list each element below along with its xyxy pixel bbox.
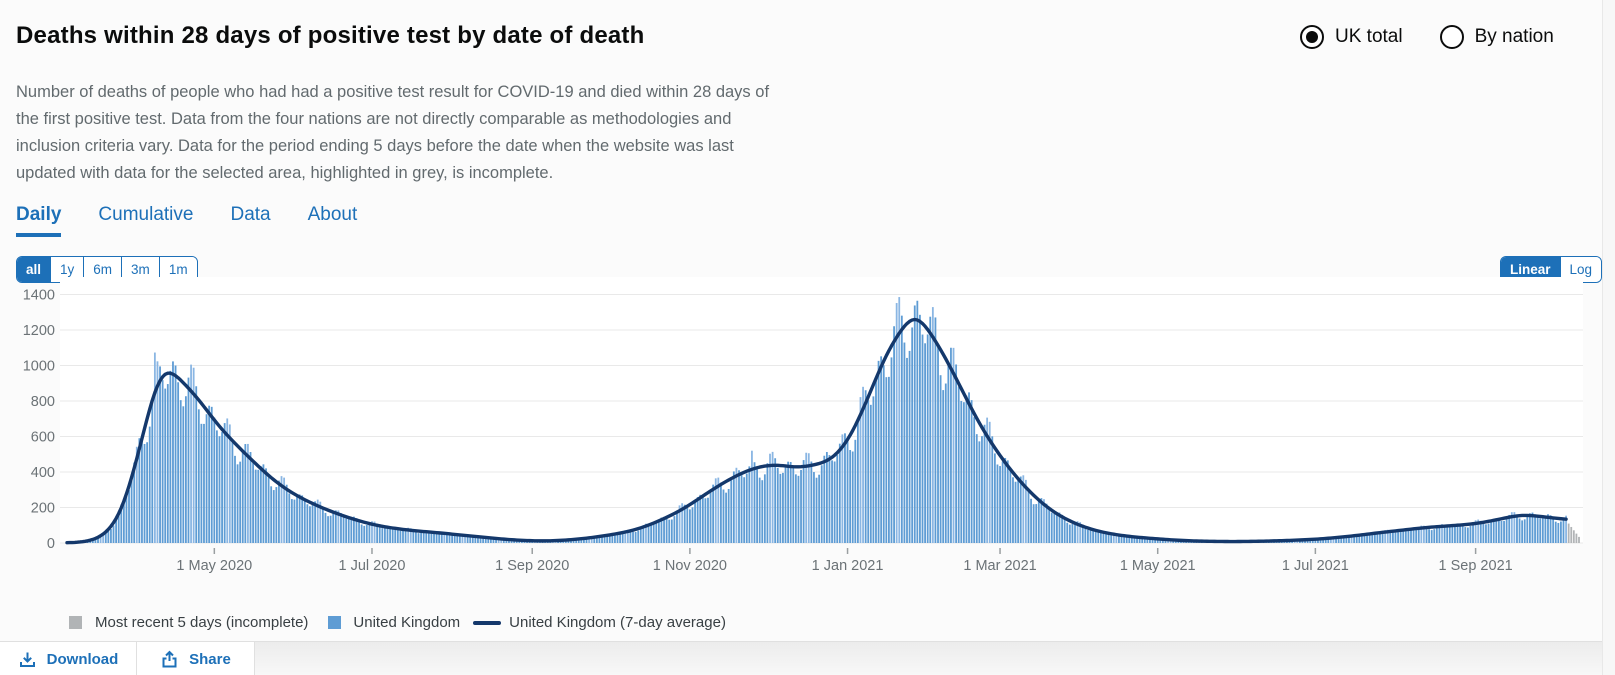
y-tick-label: 1400 — [23, 288, 55, 304]
x-tick-label: 1 Mar 2021 — [963, 558, 1036, 574]
x-tick-label: 1 May 2021 — [1120, 558, 1196, 574]
share-button[interactable]: Share — [137, 642, 255, 675]
x-tick-label: 1 Nov 2020 — [653, 558, 727, 574]
download-label: Download — [46, 650, 119, 668]
radio-by-nation-label: By nation — [1474, 26, 1554, 47]
download-icon — [19, 652, 35, 667]
scale-linear-button[interactable]: Linear — [1501, 257, 1561, 282]
radio-uk-total-label: UK total — [1335, 26, 1403, 47]
radio-by-nation[interactable]: By nation — [1439, 25, 1554, 49]
x-tick-label: 1 Sep 2021 — [1439, 558, 1513, 574]
description: Number of deaths of people who had had a… — [16, 83, 770, 182]
legend-swatch-7day-average — [473, 620, 502, 625]
legend-swatch-incomplete — [69, 616, 82, 629]
chart-plot-area[interactable]: 0 200 400 600 800 1000 1200 1400 1 May 2020 1 Jul… — [0, 277, 1615, 577]
legend-swatch-united-kingdom — [328, 616, 342, 629]
area-toggle: UK total By nation — [1300, 25, 1554, 49]
x-axis-labels: 1 May 2020 1 Jul 2020 1 Sep 2020 1 Nov 2020… — [176, 548, 1513, 574]
line-7day-average — [65, 317, 1568, 545]
radio-selected-icon — [1300, 25, 1324, 49]
range-all-button[interactable]: all — [17, 257, 52, 282]
legend-label-7day-average: United Kingdom (7-day average) — [509, 614, 726, 631]
bars-united-kingdom — [66, 297, 1580, 543]
tab-bar: Daily Cumulative Data About — [16, 204, 357, 237]
y-tick-label: 0 — [47, 536, 55, 552]
y-tick-label: 400 — [31, 465, 55, 481]
y-tick-label: 600 — [31, 430, 55, 446]
tab-about[interactable]: About — [307, 204, 358, 225]
x-tick-label: 1 Sep 2020 — [495, 558, 569, 574]
x-tick-label: 1 May 2020 — [176, 558, 252, 574]
download-button[interactable]: Download — [0, 642, 137, 675]
y-tick-label: 1000 — [23, 359, 55, 375]
share-label: Share — [189, 650, 231, 668]
x-tick-label: 1 Jul 2020 — [339, 558, 406, 574]
y-tick-label: 200 — [31, 501, 55, 517]
y-tick-label: 1200 — [23, 323, 55, 339]
tab-daily[interactable]: Daily — [16, 204, 62, 237]
tab-cumulative[interactable]: Cumulative — [98, 204, 194, 225]
scale-toggle: Linear Log — [1500, 256, 1603, 283]
card-footer: Download Share — [0, 641, 1602, 675]
x-tick-label: 1 Jan 2021 — [812, 558, 884, 574]
chart-legend: Most recent 5 days (incomplete) United K… — [69, 614, 726, 631]
radio-uk-total[interactable]: UK total — [1300, 25, 1403, 49]
x-tick-label: 1 Jul 2021 — [1282, 558, 1349, 574]
y-tick-label: 800 — [31, 394, 55, 410]
y-axis-labels: 0 200 400 600 800 1000 1200 1400 — [23, 288, 55, 553]
page-title: Deaths within 28 days of positive test b… — [16, 22, 645, 49]
tab-data[interactable]: Data — [230, 204, 271, 225]
legend-label-united-kingdom: United Kingdom — [353, 614, 461, 631]
radio-unselected-icon — [1439, 25, 1464, 49]
share-icon — [162, 650, 177, 667]
legend-label-incomplete: Most recent 5 days (incomplete) — [95, 614, 309, 631]
